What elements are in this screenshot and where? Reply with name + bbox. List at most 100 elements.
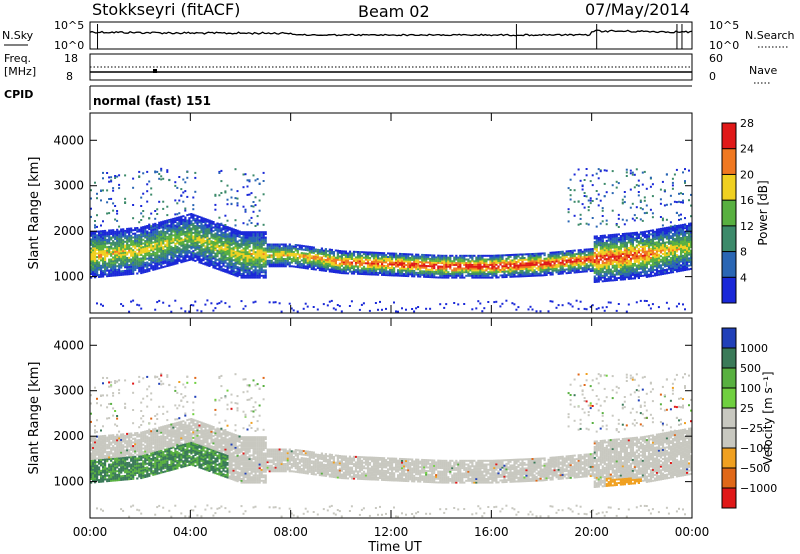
power-cell bbox=[575, 267, 578, 270]
power-cell bbox=[256, 249, 259, 252]
power-cell bbox=[429, 272, 432, 275]
power-cell bbox=[204, 252, 207, 255]
power-cell bbox=[258, 253, 261, 255]
power-cell bbox=[543, 259, 546, 262]
power-cell bbox=[288, 256, 291, 259]
power-cell bbox=[599, 278, 602, 281]
power-cell bbox=[154, 222, 157, 225]
power-cell bbox=[242, 274, 245, 277]
power-cell bbox=[631, 253, 634, 256]
power-cell bbox=[607, 248, 610, 251]
power-cell bbox=[513, 255, 516, 258]
power-cell bbox=[471, 276, 474, 279]
power-cell bbox=[629, 246, 632, 249]
power-cell bbox=[501, 268, 504, 271]
power-cell bbox=[258, 199, 261, 202]
power-cell bbox=[639, 218, 642, 221]
power-cell bbox=[364, 258, 368, 261]
power-cell bbox=[549, 271, 552, 274]
power-cell bbox=[613, 242, 616, 245]
power-cell bbox=[184, 258, 187, 261]
power-cell bbox=[643, 232, 646, 235]
power-cell bbox=[605, 258, 608, 261]
power-cell bbox=[142, 251, 145, 254]
power-cell bbox=[214, 238, 217, 241]
power-cell bbox=[120, 239, 123, 242]
power-cell bbox=[280, 261, 283, 264]
power-cell bbox=[346, 261, 350, 264]
power-cell bbox=[162, 249, 165, 252]
power-cell bbox=[234, 250, 237, 253]
power-cell bbox=[126, 227, 129, 230]
power-cell bbox=[170, 229, 173, 232]
power-cell bbox=[483, 276, 486, 279]
power-cell bbox=[503, 265, 506, 268]
power-cell bbox=[186, 245, 189, 247]
power-cell bbox=[328, 263, 331, 266]
power-cell bbox=[571, 269, 574, 272]
power-cell bbox=[423, 263, 426, 266]
power-cell bbox=[340, 272, 343, 275]
power-cell bbox=[597, 260, 600, 263]
power-cell bbox=[206, 240, 209, 243]
power-cell bbox=[471, 258, 474, 261]
power-cell bbox=[126, 262, 129, 265]
power-cell bbox=[110, 229, 113, 232]
power-cell bbox=[318, 249, 321, 252]
power-cell bbox=[248, 263, 251, 266]
power-cell bbox=[102, 264, 105, 267]
power-cell bbox=[220, 258, 223, 261]
power-cell bbox=[627, 265, 630, 268]
power-cell bbox=[332, 258, 335, 261]
power-cell bbox=[615, 242, 618, 245]
power-cell bbox=[563, 263, 566, 266]
power-cell bbox=[521, 271, 524, 274]
power-cell bbox=[485, 260, 488, 263]
power-cell bbox=[617, 266, 620, 269]
power-cell bbox=[150, 227, 153, 230]
power-cell bbox=[258, 258, 261, 261]
power-cell bbox=[611, 244, 614, 247]
power-cell bbox=[136, 272, 139, 275]
power-cell bbox=[625, 175, 628, 177]
power-cell bbox=[443, 271, 446, 274]
power-cell bbox=[218, 250, 221, 253]
power-cell bbox=[298, 266, 301, 269]
power-cell bbox=[186, 170, 189, 173]
power-cell bbox=[489, 263, 492, 266]
power-cell bbox=[244, 262, 247, 265]
power-cell bbox=[615, 235, 618, 238]
power-cell bbox=[425, 266, 428, 269]
power-cell bbox=[320, 262, 323, 265]
power-cell bbox=[148, 269, 151, 272]
power-cell bbox=[635, 257, 638, 260]
power-cell bbox=[220, 180, 223, 183]
power-cell bbox=[118, 234, 121, 237]
power-cell bbox=[304, 256, 307, 259]
power-cell bbox=[94, 265, 97, 268]
power-cell bbox=[613, 250, 616, 253]
power-cell bbox=[629, 268, 632, 271]
power-cell bbox=[118, 274, 121, 277]
power-cell bbox=[374, 255, 378, 258]
power-cell bbox=[631, 272, 634, 275]
power-cell bbox=[118, 174, 121, 177]
power-cell bbox=[433, 267, 436, 270]
power-cell bbox=[204, 303, 207, 306]
power-cell bbox=[206, 224, 209, 227]
power-cell bbox=[106, 275, 109, 278]
power-cell bbox=[348, 268, 352, 271]
power-cell bbox=[330, 258, 333, 260]
power-cell bbox=[617, 217, 620, 220]
power-cell bbox=[332, 251, 335, 253]
power-cell bbox=[533, 265, 536, 268]
power-cell bbox=[216, 251, 219, 254]
power-cell bbox=[342, 259, 345, 262]
power-cell bbox=[222, 259, 225, 262]
power-cell bbox=[156, 224, 159, 227]
power-cell bbox=[641, 231, 644, 234]
power-cell bbox=[212, 230, 215, 233]
power-cell bbox=[160, 246, 163, 249]
power-cell bbox=[447, 263, 450, 266]
power-cell bbox=[479, 273, 482, 275]
